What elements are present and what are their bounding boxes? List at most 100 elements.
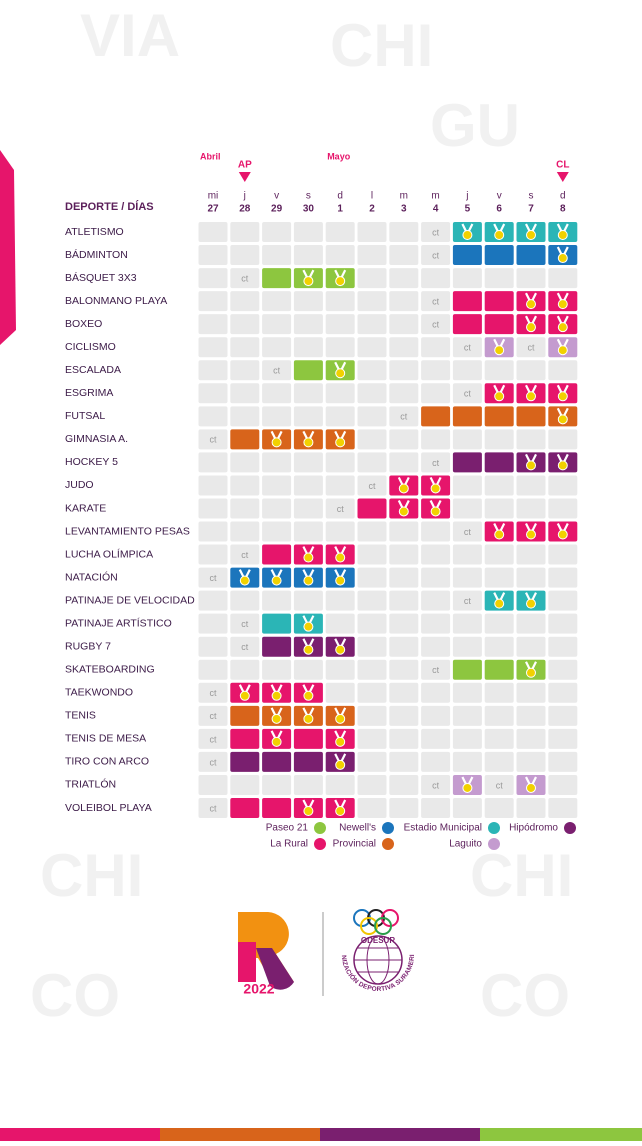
empty-cell xyxy=(548,544,578,565)
empty-cell xyxy=(516,544,546,565)
legend-dot xyxy=(488,838,500,850)
venue-cell xyxy=(262,798,292,818)
venue-cell xyxy=(484,314,514,335)
marker-label: AP xyxy=(238,160,252,171)
svg-text:CHI: CHI xyxy=(330,12,433,79)
sport-label: JUDO xyxy=(65,479,94,491)
venue-cell xyxy=(452,659,482,680)
sport-label: SKATEBOARDING xyxy=(65,664,155,676)
venue-cell xyxy=(262,268,292,289)
medal xyxy=(335,644,346,655)
medal xyxy=(526,598,536,609)
empty-cell xyxy=(357,659,387,680)
empty-cell xyxy=(452,521,482,542)
sport-label: BÁDMINTON xyxy=(65,248,128,261)
empty-cell xyxy=(484,498,514,519)
medal xyxy=(557,529,568,540)
medal xyxy=(557,230,568,240)
medal xyxy=(494,529,505,540)
empty-cell xyxy=(357,590,387,611)
legend-label: Paseo 21 xyxy=(266,823,309,834)
empty-cell xyxy=(262,406,292,427)
empty-cell xyxy=(389,337,419,358)
sport-label: CICLISMO xyxy=(65,341,116,353)
medal xyxy=(557,299,568,310)
venue-cell xyxy=(230,798,260,818)
sport-label: TENIS DE MESA xyxy=(65,733,146,745)
empty-cell xyxy=(548,774,578,795)
empty-cell xyxy=(516,567,546,588)
medal xyxy=(335,759,346,770)
empty-cell xyxy=(198,613,228,634)
ct-label: ct xyxy=(241,550,249,560)
empty-cell xyxy=(198,475,228,496)
empty-cell xyxy=(262,383,292,404)
medal xyxy=(557,414,568,425)
ct-label: ct xyxy=(368,481,376,491)
empty-cell xyxy=(357,798,387,818)
ct-label: ct xyxy=(400,412,408,422)
medal xyxy=(303,806,314,816)
medal xyxy=(526,322,536,333)
weekday-label: j xyxy=(243,191,246,202)
empty-cell xyxy=(389,360,419,381)
empty-cell xyxy=(421,314,451,335)
venue-cell xyxy=(293,360,323,381)
empty-cell xyxy=(421,452,451,473)
empty-cell xyxy=(230,475,260,496)
ct-label: ct xyxy=(464,343,472,353)
empty-cell xyxy=(230,613,260,634)
day-number: 3 xyxy=(401,204,407,215)
svg-text:GU: GU xyxy=(430,92,520,159)
medal xyxy=(271,575,282,586)
empty-cell xyxy=(325,498,355,519)
empty-cell xyxy=(230,544,260,565)
sport-label: BALONMANO PLAYA xyxy=(65,295,167,307)
sport-label: HOCKEY 5 xyxy=(65,456,118,468)
sport-label: ESGRIMA xyxy=(65,387,113,399)
empty-cell xyxy=(548,798,578,818)
empty-cell xyxy=(293,291,323,312)
day-number: 27 xyxy=(207,204,219,215)
empty-cell xyxy=(293,521,323,542)
sport-label: VOLEIBOL PLAYA xyxy=(65,802,152,814)
empty-cell xyxy=(357,544,387,565)
venue-cell xyxy=(230,751,260,772)
empty-cell xyxy=(262,475,292,496)
empty-cell xyxy=(516,798,546,818)
empty-cell xyxy=(293,337,323,358)
empty-cell xyxy=(198,360,228,381)
ct-label: ct xyxy=(209,711,217,721)
month-label: Abril xyxy=(200,151,221,161)
empty-cell xyxy=(293,245,323,266)
empty-cell xyxy=(198,636,228,657)
medal xyxy=(557,345,568,356)
sport-label: ATLETISMO xyxy=(65,226,124,238)
svg-text:CHI: CHI xyxy=(470,842,573,909)
medal xyxy=(335,736,346,747)
sport-label: PATINAJE DE VELOCIDAD xyxy=(65,594,195,606)
medal xyxy=(462,230,473,240)
empty-cell xyxy=(452,337,482,358)
ct-label: ct xyxy=(432,296,440,306)
medal xyxy=(271,437,282,448)
empty-cell xyxy=(325,774,355,795)
empty-cell xyxy=(389,245,419,266)
ct-label: ct xyxy=(241,642,249,652)
medal xyxy=(526,299,536,310)
empty-cell xyxy=(452,613,482,634)
legend-dot xyxy=(314,838,326,850)
empty-cell xyxy=(198,521,228,542)
marker-arrow xyxy=(556,172,569,182)
empty-cell xyxy=(198,314,228,335)
empty-cell xyxy=(198,268,228,289)
empty-cell xyxy=(325,406,355,427)
empty-cell xyxy=(325,291,355,312)
empty-cell xyxy=(357,429,387,450)
rosario-logo: 2022 xyxy=(238,912,294,997)
ct-label: ct xyxy=(432,665,440,675)
medal xyxy=(271,736,282,747)
empty-cell xyxy=(230,314,260,335)
empty-cell xyxy=(293,475,323,496)
empty-cell xyxy=(357,682,387,703)
